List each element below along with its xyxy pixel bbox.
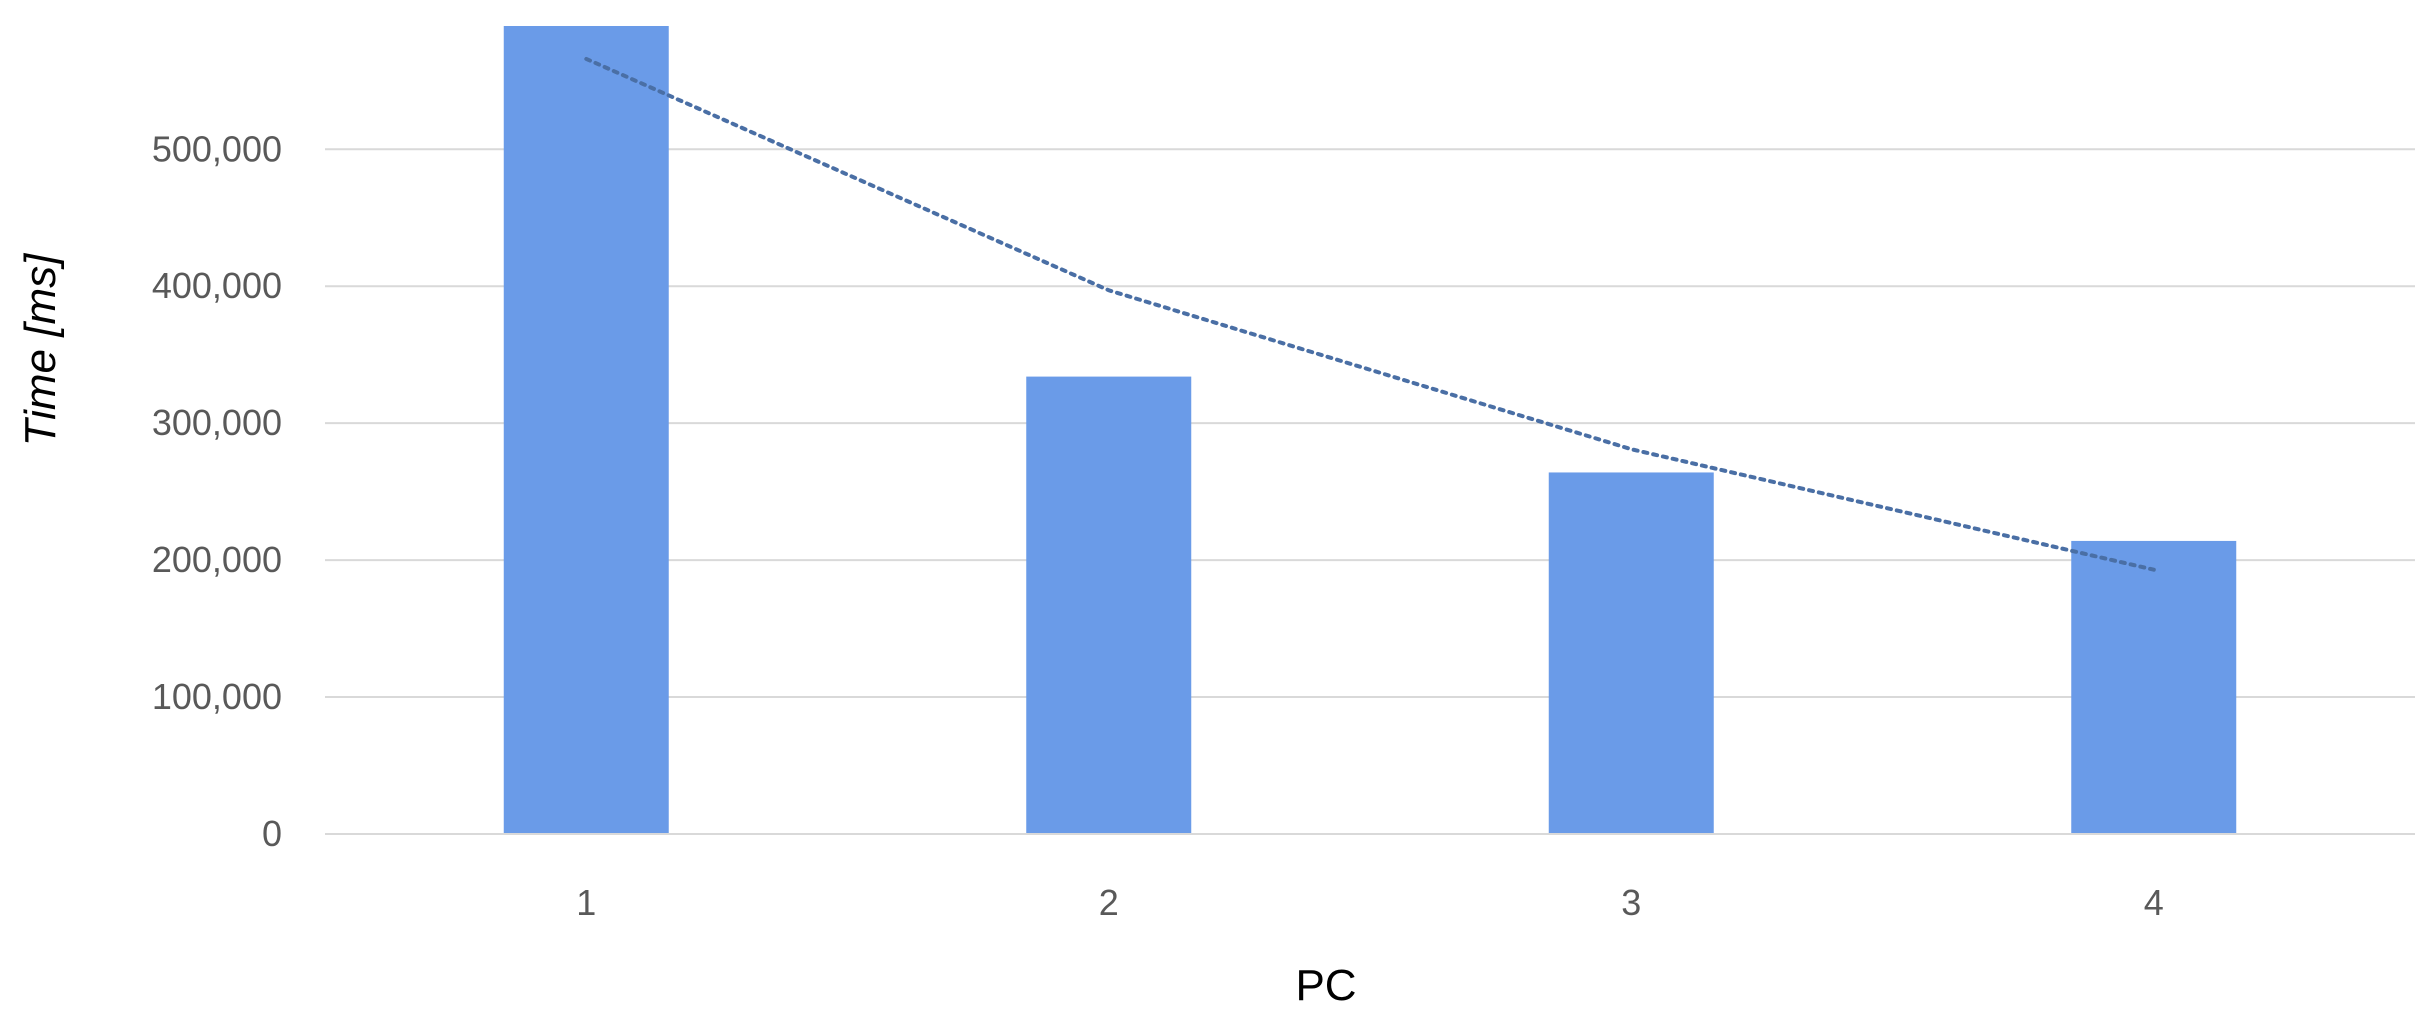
y-tick-labels: 0 100,000 200,000 300,000 400,000 500,000 [152, 128, 282, 854]
y-tick-label: 400,000 [152, 265, 282, 306]
x-tick-label: 2 [1099, 882, 1119, 923]
trendline [584, 56, 2156, 572]
y-axis-title: Time [ms] [16, 252, 65, 446]
bar-4 [2071, 540, 2237, 834]
y-tick-label: 500,000 [152, 128, 282, 169]
x-tick-labels: 1 2 3 4 [576, 882, 2164, 923]
y-tick-label: 200,000 [152, 539, 282, 580]
bar-1 [503, 26, 669, 834]
x-tick-label: 1 [576, 882, 596, 923]
bars [503, 26, 2237, 834]
gridlines [325, 148, 2415, 699]
x-axis-title: PC [1295, 961, 1356, 1010]
bar-3 [1548, 472, 1714, 834]
x-tick-label: 3 [1621, 882, 1641, 923]
y-tick-label: 100,000 [152, 676, 282, 717]
y-tick-label: 300,000 [152, 402, 282, 443]
y-tick-label: 0 [262, 813, 282, 854]
bar-2 [1026, 376, 1192, 834]
x-tick-label: 4 [2144, 882, 2164, 923]
